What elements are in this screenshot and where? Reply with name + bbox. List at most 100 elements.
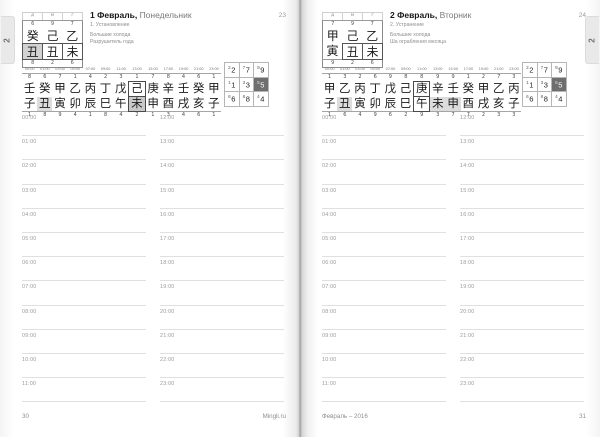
hour-top-number: 9	[388, 74, 392, 81]
agenda-slot[interactable]: 13:00	[460, 136, 584, 161]
agenda-slot-time: 17:00	[160, 235, 175, 242]
pillar-heavenly-stem: 乙	[66, 28, 79, 43]
agenda-slot[interactable]: 09:00	[322, 330, 446, 354]
agenda-slot[interactable]: 02:00	[22, 160, 146, 185]
agenda-slot[interactable]: 21:00	[160, 330, 284, 354]
agenda-slot[interactable]: 10:00	[22, 354, 146, 379]
hour-heavenly-stem: 壬	[177, 81, 190, 96]
agenda-slot[interactable]: 17:00	[460, 233, 584, 258]
agenda-slot[interactable]: 18:00	[160, 257, 284, 282]
hour-top-number: 6	[197, 74, 201, 81]
pillar-earthly-branch: 未	[362, 43, 383, 60]
agenda-slot[interactable]: 16:00	[160, 209, 284, 233]
hour-earthly-branch: 寅	[354, 96, 366, 110]
agenda-slot[interactable]: 08:00	[322, 306, 446, 330]
hour-heavenly-stem: 壬	[23, 81, 36, 96]
hour-bottom-number: 2	[397, 111, 414, 119]
page-tab-left[interactable]: 2	[1, 16, 15, 64]
agenda-slot[interactable]: 00:00	[322, 112, 446, 137]
agenda-slot[interactable]: 14:00	[460, 160, 584, 185]
hour-bottom-number: 4	[113, 111, 129, 119]
hour-bottom-number: 6	[382, 111, 398, 119]
hour-top-number: 1	[466, 74, 470, 81]
magic-square-cell: 55	[253, 76, 269, 92]
hour-time-label: 09:00	[397, 66, 414, 74]
agenda-slot[interactable]: 06:00	[22, 257, 146, 282]
hour-top-number: 9	[436, 74, 440, 81]
agenda-slot[interactable]: 12:00	[160, 112, 284, 137]
hour-heavenly-stem: 甲	[323, 81, 336, 96]
page-number-top: 23	[278, 12, 286, 19]
hour-earthly-branch: 巳	[99, 96, 112, 110]
agenda-column-morning: 00:00 01:00 02:00 03:00 04:00 05:00 06:00 07:00…	[22, 112, 146, 403]
hour-top-number: 8	[28, 74, 32, 81]
agenda-slot[interactable]: 10:00	[322, 354, 446, 379]
hour-time-label: 11:00	[113, 66, 129, 74]
pillar-heavenly-stem: 癸	[26, 28, 39, 43]
hour-bottom-number: 8	[97, 111, 114, 119]
agenda-slot[interactable]: 03:00	[322, 185, 446, 209]
agenda-slot[interactable]: 01:00	[22, 136, 146, 161]
agenda-slot[interactable]: 16:00	[460, 209, 584, 233]
agenda-slot[interactable]: 22:00	[160, 354, 284, 379]
agenda-slot[interactable]: 02:00	[322, 160, 446, 185]
agenda-grid: 00:00 01:00 02:00 03:00 04:00 05:00 06:00 07:00…	[322, 112, 586, 403]
hour-time-label: 23:00	[206, 66, 222, 74]
agenda-slot[interactable]: 21:00	[460, 330, 584, 354]
agenda-slot[interactable]: 22:00	[460, 354, 584, 379]
agenda-slot[interactable]: 18:00	[460, 257, 584, 282]
hour-bottom-number: 2	[128, 111, 145, 119]
agenda-slot[interactable]: 20:00	[160, 306, 284, 330]
page-tab-right[interactable]: 2	[585, 16, 599, 64]
pillar-bottom-number: 6	[62, 59, 83, 68]
agenda-slot-time: 05:00	[22, 235, 37, 242]
hour-heavenly-stem: 己	[128, 81, 146, 97]
agenda-slot[interactable]: 14:00	[160, 160, 284, 185]
pillar-column-header: д	[322, 12, 343, 21]
hour-earthly-branch: 辰	[384, 96, 397, 110]
hour-top-number: 9	[451, 74, 455, 81]
agenda-slot[interactable]: 23:00	[460, 378, 584, 403]
hour-time-label: 11:00	[413, 66, 430, 74]
agenda-slot-time: 21:00	[460, 332, 475, 339]
magic-square-cell: 11	[522, 76, 538, 92]
agenda-slot[interactable]: 00:00	[22, 112, 146, 137]
pillar-heavenly-stem: 己	[346, 28, 359, 43]
hour-bottom-number: 1	[206, 111, 222, 119]
agenda-slot[interactable]: 11:00	[22, 378, 146, 403]
agenda-slot[interactable]: 19:00	[160, 281, 284, 306]
agenda-slot[interactable]: 23:00	[160, 378, 284, 403]
agenda-slot[interactable]: 19:00	[460, 281, 584, 306]
agenda-slot[interactable]: 15:00	[160, 185, 284, 209]
agenda-slot[interactable]: 17:00	[160, 233, 284, 258]
pillar-heavenly-stem: 甲	[326, 28, 339, 43]
agenda-slot[interactable]: 06:00	[322, 257, 446, 282]
magic-square-cell: 33	[238, 76, 254, 92]
agenda-slot[interactable]: 11:00	[322, 378, 446, 403]
agenda-slot[interactable]: 13:00	[160, 136, 284, 161]
agenda-slot[interactable]: 07:00	[322, 281, 446, 306]
magic-square-cell: 11	[224, 76, 240, 92]
agenda-slot[interactable]: 09:00	[22, 330, 146, 354]
hour-heavenly-stem: 丙	[508, 81, 520, 96]
agenda-slot[interactable]: 20:00	[460, 306, 584, 330]
agenda-slot[interactable]: 05:00	[322, 233, 446, 258]
hour-earthly-branch: 子	[508, 96, 520, 110]
agenda-slot[interactable]: 05:00	[22, 233, 146, 258]
agenda-slot[interactable]: 01:00	[322, 136, 446, 161]
agenda-slot[interactable]: 12:00	[460, 112, 584, 137]
agenda-slot[interactable]: 04:00	[322, 209, 446, 233]
hour-earthly-branch: 子	[23, 96, 36, 110]
agenda-slot-time: 01:00	[22, 139, 37, 146]
agenda-slot[interactable]: 08:00	[22, 306, 146, 330]
agenda-slot-time: 12:00	[460, 115, 475, 121]
hour-heavenly-stem: 辛	[162, 81, 175, 96]
hour-time-label: 13:00	[128, 66, 145, 74]
agenda-slot[interactable]: 07:00	[22, 281, 146, 306]
agenda-slot[interactable]: 04:00	[22, 209, 146, 233]
agenda-slot[interactable]: 03:00	[22, 185, 146, 209]
hour-bottom-number: 2	[475, 111, 492, 119]
agenda-slot[interactable]: 15:00	[460, 185, 584, 209]
hour-bottom-number: 7	[460, 111, 476, 119]
